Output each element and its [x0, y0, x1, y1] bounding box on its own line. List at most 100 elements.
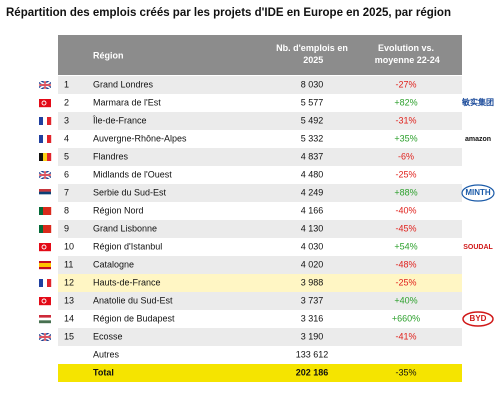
evolution: +660% — [392, 313, 420, 323]
flag-part — [41, 298, 47, 304]
jobs: 4 837 — [301, 151, 324, 161]
flag-part — [38, 83, 52, 87]
rank: 11 — [64, 259, 73, 269]
row-bg — [58, 76, 462, 94]
row-bg — [58, 346, 462, 364]
header-cell: Evolution vs. moyenne 22-24 — [372, 43, 440, 65]
flag — [39, 315, 51, 324]
jobs: 4 030 — [301, 241, 324, 251]
evolution: +82% — [394, 97, 417, 107]
flag-part — [41, 100, 47, 106]
flag-part — [39, 297, 51, 306]
rank: 6 — [64, 169, 69, 179]
jobs: 4 249 — [301, 187, 324, 197]
rank: 8 — [64, 205, 69, 215]
evolution: +88% — [394, 187, 417, 197]
rank: 4 — [64, 133, 69, 143]
flag-part — [39, 265, 51, 268]
header-region: Région — [93, 50, 124, 60]
evolution: -40% — [395, 205, 416, 215]
total-evolution: -35% — [395, 367, 416, 377]
jobs: 4 130 — [301, 223, 324, 233]
region: Auvergne-Rhône-Alpes — [93, 133, 187, 143]
flag-part — [39, 315, 51, 318]
row-bg — [58, 310, 462, 328]
jobs: 3 737 — [301, 295, 324, 305]
rank: 12 — [64, 277, 74, 287]
flag-part — [43, 117, 48, 125]
evolution: -45% — [395, 223, 416, 233]
evolution: +40% — [394, 295, 417, 305]
rank: 10 — [64, 241, 74, 251]
flag-part — [39, 135, 44, 143]
region: Région de Budapest — [93, 313, 175, 323]
logo: amazon — [465, 136, 491, 143]
flag-part — [47, 153, 52, 161]
row-bg — [58, 94, 462, 112]
flag-part — [39, 320, 51, 324]
flag-part — [39, 261, 51, 264]
evolution: +35% — [394, 133, 417, 143]
flag-part — [43, 135, 48, 143]
jobs: 3 316 — [301, 313, 324, 323]
evolution: -41% — [395, 331, 416, 341]
evolution: -25% — [395, 169, 416, 179]
flag-part — [39, 207, 44, 215]
region: Marmara de l'Est — [93, 97, 161, 107]
jobs: 5 492 — [301, 115, 324, 125]
flag — [39, 297, 51, 306]
rank: 14 — [64, 313, 74, 323]
flag — [38, 170, 52, 180]
header-cell: Nb. d'emplois en 2025 — [276, 43, 348, 65]
row-bg — [58, 328, 462, 346]
flag — [39, 261, 51, 270]
rank: 2 — [64, 97, 69, 107]
flag-part — [41, 244, 47, 250]
row-bg — [58, 292, 462, 310]
flag-part — [39, 194, 51, 198]
flag — [39, 225, 52, 233]
region: Midlands de l'Ouest — [93, 169, 172, 179]
region: Grand Lisbonne — [93, 223, 157, 233]
rank: 7 — [64, 187, 69, 197]
rank: 5 — [64, 151, 69, 161]
row-bg — [58, 238, 462, 256]
row-bg — [58, 184, 462, 202]
flag-part — [38, 335, 52, 339]
flag — [39, 117, 52, 125]
flag — [39, 189, 51, 198]
flag — [39, 207, 52, 215]
flag-part — [38, 173, 52, 177]
flag-part — [47, 207, 52, 215]
flag-part — [47, 279, 52, 287]
jobs: 4 166 — [301, 205, 324, 215]
flag-part — [39, 153, 44, 161]
total-row — [58, 364, 462, 382]
region: Grand Londres — [93, 79, 154, 89]
evolution: -25% — [395, 277, 416, 287]
logo-frame — [461, 184, 495, 202]
logo-frame — [462, 311, 494, 327]
region: Ecosse — [93, 331, 123, 341]
rank: 9 — [64, 223, 69, 233]
flag-part — [47, 225, 52, 233]
flag — [38, 332, 52, 342]
jobs: 3 988 — [301, 277, 324, 287]
region: Catalogne — [93, 259, 134, 269]
rank: 1 — [64, 79, 69, 89]
evolution: -48% — [395, 259, 416, 269]
flag-part — [43, 153, 48, 161]
total-label: Total — [93, 367, 114, 377]
jobs: 3 190 — [301, 331, 324, 341]
row-bg — [58, 220, 462, 238]
jobs: 8 030 — [301, 79, 324, 89]
flag-part — [39, 317, 51, 321]
flag-part — [43, 225, 48, 233]
total-jobs: 202 186 — [296, 367, 329, 377]
flag — [39, 135, 52, 143]
rank: 3 — [64, 115, 69, 125]
flag — [38, 80, 52, 90]
rank: 15 — [64, 331, 74, 341]
row-bg — [58, 148, 462, 166]
